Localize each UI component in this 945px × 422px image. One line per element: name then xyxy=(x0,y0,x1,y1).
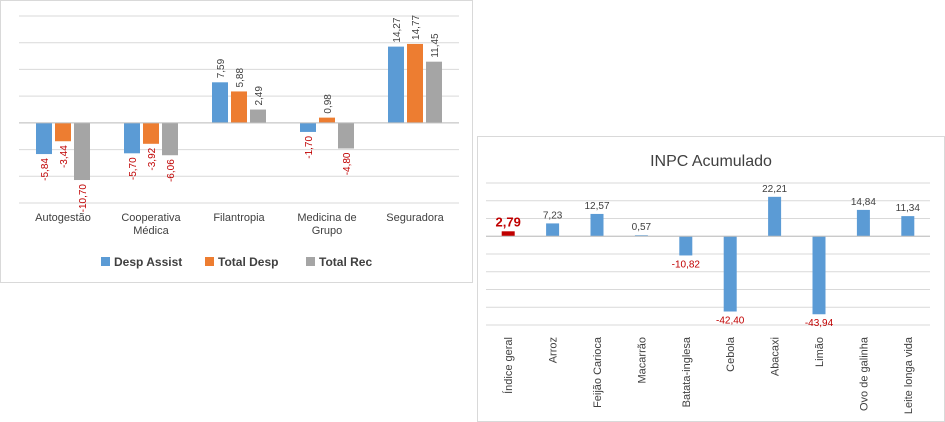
bar-total-desp xyxy=(319,117,335,123)
data-label: -5,70 xyxy=(128,157,139,180)
data-label: -5,84 xyxy=(40,158,51,181)
data-label: -1,70 xyxy=(304,136,315,159)
bar-desp-assist xyxy=(36,122,52,155)
legend-entry: Desp Assist xyxy=(114,255,182,269)
bar-desp-assist xyxy=(388,46,404,123)
category-label: Ovo de galinha xyxy=(858,336,870,411)
category-label: Médica xyxy=(133,225,169,237)
bar xyxy=(634,235,648,237)
bar-total-desp xyxy=(143,122,159,144)
bar xyxy=(501,231,515,237)
bar-total-desp xyxy=(55,122,71,142)
bar xyxy=(546,223,560,237)
bar-total-rec xyxy=(162,122,178,156)
data-label: -4,80 xyxy=(342,152,353,175)
bar-desp-assist xyxy=(124,122,140,154)
category-label: Seguradora xyxy=(386,212,444,224)
data-label: 7,59 xyxy=(216,58,227,78)
bar xyxy=(723,236,737,312)
bar-desp-assist xyxy=(212,82,228,123)
bar-total-rec xyxy=(426,61,442,123)
data-label: 7,23 xyxy=(543,210,563,221)
data-label: 14,27 xyxy=(392,17,403,42)
data-label: 22,21 xyxy=(762,184,787,195)
data-label: -6,06 xyxy=(166,159,177,182)
bar-desp-assist xyxy=(300,122,316,132)
category-label: Filantropia xyxy=(213,212,265,224)
bar xyxy=(856,209,870,237)
bar-total-desp xyxy=(231,91,247,123)
data-label: -10,70 xyxy=(78,184,89,213)
bar xyxy=(679,236,693,256)
category-label: Leite longa vida xyxy=(903,336,915,414)
data-label: 0,57 xyxy=(632,222,652,233)
chart-title: INPC Acumulado xyxy=(650,153,772,170)
category-label: Arroz xyxy=(548,337,560,363)
data-label: 11,34 xyxy=(896,203,921,214)
category-label: Macarrão xyxy=(636,337,648,383)
legend-swatch xyxy=(306,257,315,266)
bar-total-rec xyxy=(74,122,90,181)
bar-total-rec xyxy=(338,122,354,149)
category-label: Índice geral xyxy=(502,337,515,394)
data-label: 0,98 xyxy=(323,94,334,114)
category-label: Limão xyxy=(814,337,826,367)
data-label: -3,92 xyxy=(147,147,158,170)
bar-total-rec xyxy=(250,109,266,123)
data-label: 14,84 xyxy=(851,197,876,208)
data-label: 12,57 xyxy=(584,201,609,212)
category-label: Cooperativa xyxy=(121,212,181,224)
bar xyxy=(812,236,826,315)
category-label: Grupo xyxy=(312,225,343,237)
data-label: 2,79 xyxy=(496,214,521,229)
category-label: Cebola xyxy=(725,336,737,372)
bar xyxy=(768,196,782,237)
data-label: 2,49 xyxy=(254,86,265,106)
data-label: -42,40 xyxy=(716,316,745,327)
category-label: Autogestão xyxy=(35,212,91,224)
legend-swatch xyxy=(205,257,214,266)
data-label: -3,44 xyxy=(59,145,70,168)
data-label: -43,94 xyxy=(805,318,834,329)
legend-swatch xyxy=(101,257,110,266)
inpc-chart-svg: INPC Acumulado 2,79 Índice geral 7,23 Arroz 1… xyxy=(486,153,930,414)
category-label: Medicina de xyxy=(297,212,356,224)
category-label: Batata-inglesa xyxy=(681,336,693,407)
legend-entry: Total Desp xyxy=(218,255,278,269)
inpc-chart: INPC Acumulado 2,79 Índice geral 7,23 Arroz 1… xyxy=(477,136,945,422)
bar-total-desp xyxy=(407,43,423,123)
category-label: Abacaxi xyxy=(770,337,782,376)
data-label: 5,88 xyxy=(235,68,246,88)
data-label: 11,45 xyxy=(430,33,441,58)
expense-revenue-chart: -5,84 -3,44 -10,70 Autogestão -5,70 -3,92 -6,0… xyxy=(0,0,473,283)
data-label: -10,82 xyxy=(672,259,701,270)
bar xyxy=(901,216,915,237)
bar xyxy=(590,213,604,237)
category-label: Feijão Carioca xyxy=(592,336,604,408)
legend-entry: Total Rec xyxy=(319,255,372,269)
data-label: 14,77 xyxy=(411,14,422,39)
